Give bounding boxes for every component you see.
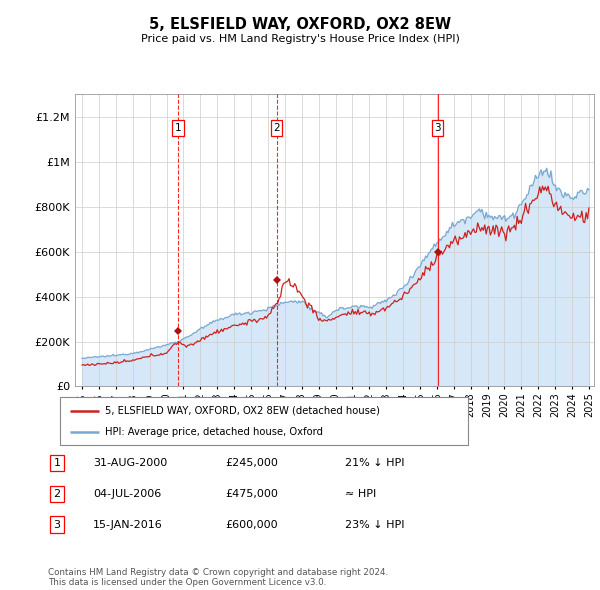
Text: 23% ↓ HPI: 23% ↓ HPI (345, 520, 404, 529)
Text: 5, ELSFIELD WAY, OXFORD, OX2 8EW: 5, ELSFIELD WAY, OXFORD, OX2 8EW (149, 17, 451, 31)
Text: 1: 1 (175, 123, 181, 133)
Text: Price paid vs. HM Land Registry's House Price Index (HPI): Price paid vs. HM Land Registry's House … (140, 34, 460, 44)
Text: 5, ELSFIELD WAY, OXFORD, OX2 8EW (detached house): 5, ELSFIELD WAY, OXFORD, OX2 8EW (detach… (105, 405, 380, 415)
Text: 2: 2 (53, 489, 61, 499)
Text: £475,000: £475,000 (225, 489, 278, 499)
Text: Contains HM Land Registry data © Crown copyright and database right 2024.
This d: Contains HM Land Registry data © Crown c… (48, 568, 388, 587)
Text: £600,000: £600,000 (225, 520, 278, 529)
Text: 2: 2 (273, 123, 280, 133)
Text: ≈ HPI: ≈ HPI (345, 489, 376, 499)
Text: 3: 3 (434, 123, 441, 133)
Text: 31-AUG-2000: 31-AUG-2000 (93, 458, 167, 468)
Text: £245,000: £245,000 (225, 458, 278, 468)
Text: HPI: Average price, detached house, Oxford: HPI: Average price, detached house, Oxfo… (105, 427, 323, 437)
Text: 21% ↓ HPI: 21% ↓ HPI (345, 458, 404, 468)
Text: 1: 1 (53, 458, 61, 468)
FancyBboxPatch shape (60, 397, 468, 445)
Text: 15-JAN-2016: 15-JAN-2016 (93, 520, 163, 529)
Text: 3: 3 (53, 520, 61, 529)
Text: 04-JUL-2006: 04-JUL-2006 (93, 489, 161, 499)
